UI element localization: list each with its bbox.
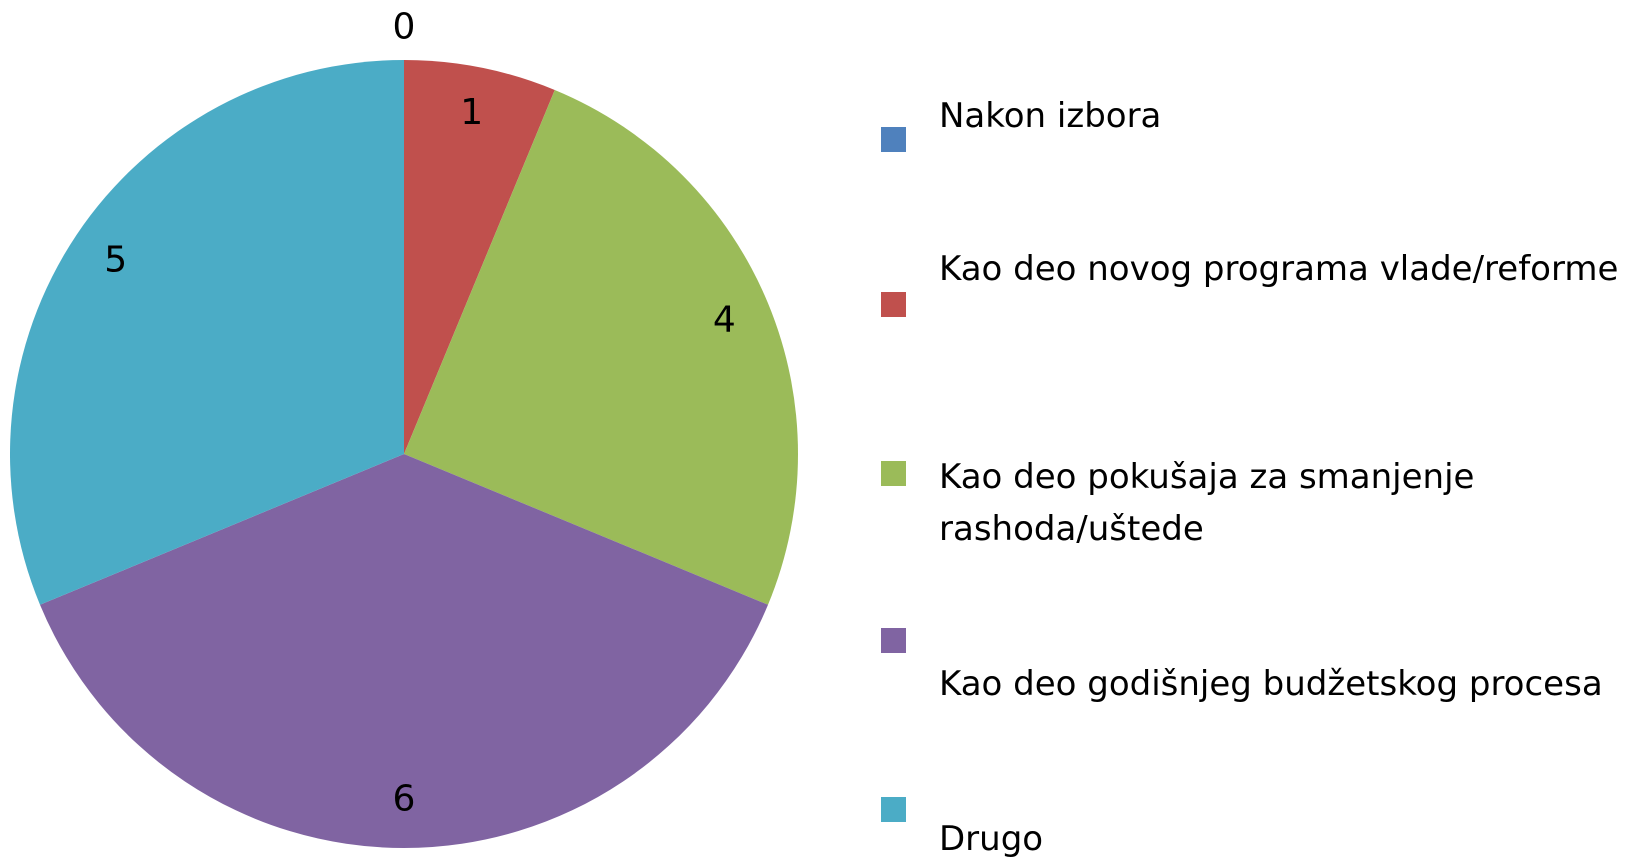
legend-swatch: [881, 628, 906, 653]
data-label: 4: [713, 299, 736, 340]
legend-label: Kao deo novog programa vlade/reforme: [939, 249, 1619, 289]
data-label: 1: [460, 92, 483, 133]
legend-label: Kao deo godišnjeg budžetskog procesa: [939, 664, 1603, 704]
data-label: 0: [393, 6, 416, 47]
legend-swatch: [881, 797, 906, 822]
data-label: 5: [104, 239, 127, 280]
data-label: 6: [393, 779, 416, 820]
legend-label: Nakon izbora: [939, 96, 1162, 136]
legend-swatch: [881, 292, 906, 317]
legend-swatch: [881, 127, 906, 152]
legend-label: Drugo: [939, 819, 1044, 859]
pie-slice: [404, 89, 798, 605]
pie-slice: [39, 454, 769, 848]
legend-label: Kao deo pokušaja za smanjenje rashoda/uš…: [939, 457, 1475, 549]
pie-slice: [10, 60, 404, 605]
legend-swatch: [881, 461, 906, 486]
pie-slice: [404, 60, 555, 454]
